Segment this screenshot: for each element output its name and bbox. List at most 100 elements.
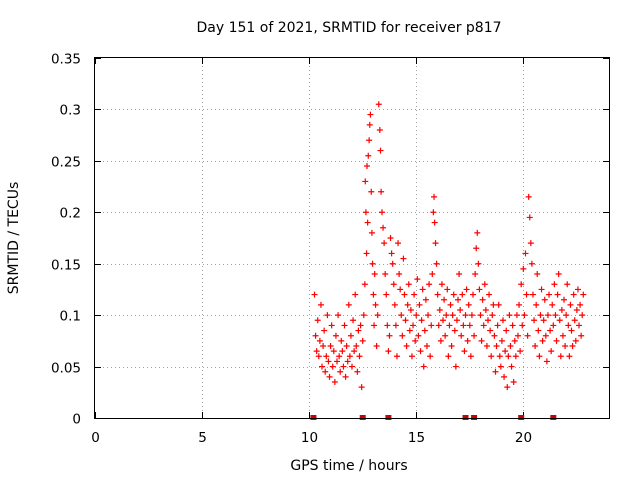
data-point [351,348,358,355]
data-point [561,296,568,303]
data-point [406,327,413,334]
data-point [356,353,363,360]
data-point [558,307,565,313]
data-point [366,137,373,144]
plot-frame [94,57,610,419]
data-point [511,337,518,344]
axis-ticks [95,58,609,419]
data-point [336,353,343,360]
data-point [431,193,438,200]
data-point [578,332,585,339]
data-point [315,353,322,360]
data-point [513,312,520,319]
data-point [574,286,581,293]
data-point [479,296,486,303]
data-point [321,327,328,334]
chart-title: Day 151 of 2021, SRMTID for receiver p81… [196,20,501,36]
data-point [339,348,346,355]
data-point [529,291,536,298]
data-point [573,307,580,313]
data-point [407,307,414,313]
data-point [378,188,385,195]
data-point [389,260,396,267]
baseline-marker [310,415,317,420]
data-point [402,317,409,324]
data-point [355,327,362,334]
data-point [329,363,336,370]
data-point [319,363,326,370]
data-point [421,327,428,334]
data-point [476,286,483,293]
data-point [397,286,404,293]
data-point [525,193,532,200]
data-point [457,307,464,313]
data-point [546,291,553,298]
data-point [458,332,465,339]
data-point [445,353,452,360]
data-point [467,353,474,360]
data-point [359,337,366,344]
data-point [358,384,365,391]
data-point [544,312,551,319]
data-point [510,379,517,385]
data-point [543,358,550,365]
data-point [569,343,576,349]
data-point [343,343,350,349]
data-point [505,353,512,360]
data-point [376,127,383,133]
data-point [461,348,468,355]
data-point [566,353,573,360]
data-point [415,332,422,339]
data-point [536,353,543,360]
data-point [342,373,349,380]
data-point [549,301,556,308]
data-point [468,312,475,319]
data-point [399,332,406,339]
x-tick-label: 0 [91,430,100,446]
data-point [559,332,566,339]
data-point [384,322,391,329]
data-point [488,353,495,360]
data-point [380,224,387,231]
data-point [349,363,355,370]
data-point [314,317,321,324]
data-point [474,229,481,236]
x-tick-label: 20 [515,430,532,446]
y-tick-label: 0.1 [60,309,81,325]
data-point [408,353,415,360]
y-tick-labels: 0 0.05 0.1 0.15 0.2 0.25 0.3 0.35 [51,52,81,428]
data-point [322,368,329,375]
data-point [459,291,466,298]
data-point [572,337,579,344]
data-point [423,343,430,349]
data-point [386,332,393,339]
data-point [440,317,447,324]
data-point [372,301,379,308]
y-tick-label: 0.25 [51,155,81,171]
data-point [417,348,424,355]
y-tick-label: 0.3 [60,103,81,119]
data-point [412,337,419,344]
data-point [354,368,361,375]
data-point [478,337,485,344]
data-point [564,281,571,288]
data-point [370,291,377,298]
data-points [311,101,587,391]
data-point [508,363,515,370]
data-point [567,301,574,308]
data-point [522,250,529,257]
data-point [539,337,546,344]
y-tick-label: 0 [72,412,81,428]
data-point [498,337,505,344]
data-point [373,343,380,349]
data-point [489,312,496,319]
data-point [553,337,560,344]
data-point [563,312,570,319]
data-point [350,317,357,324]
data-point [366,121,373,128]
data-point [548,348,555,355]
data-point [533,301,540,308]
data-point [509,322,516,329]
data-point [320,343,327,349]
